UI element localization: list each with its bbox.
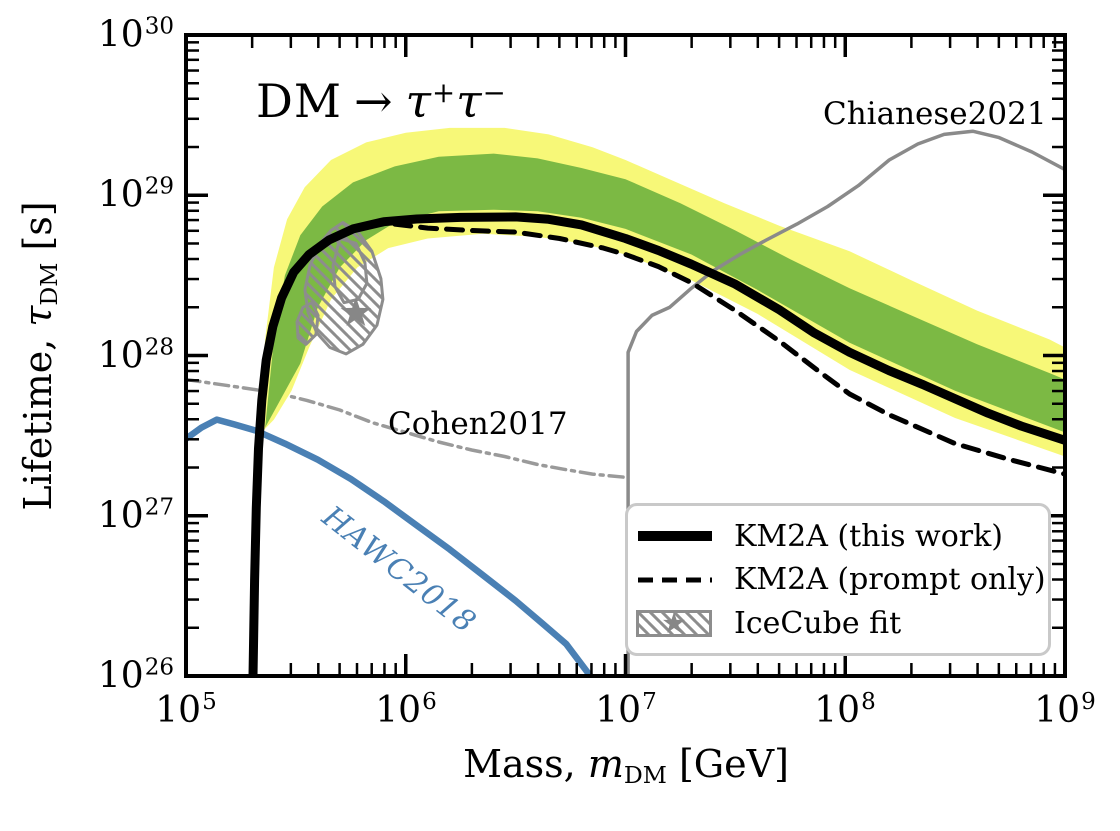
legend-label: KM2A (this work) (734, 518, 1003, 554)
km2a-prompt-curve (392, 221, 1065, 477)
icecube-contour-inner (331, 237, 369, 305)
y-tick-label: 1029 (97, 173, 174, 216)
plot-area (186, 127, 1065, 676)
hatched-region-swatch (636, 609, 714, 637)
x-tick-label: 109 (1034, 689, 1096, 731)
chianese2021-curve (626, 129, 1065, 676)
x-tick-label: 108 (814, 689, 876, 731)
title-tau1: τ (405, 74, 432, 128)
icecube-contour-blob (295, 301, 320, 346)
chianese2021-label: Chianese2021 (823, 96, 1047, 132)
cohen2017-label: Cohen2017 (388, 406, 568, 442)
y-label-subscript: DM (34, 262, 63, 306)
solid-line-swatch (636, 529, 714, 543)
y-tick-label: 1027 (97, 494, 174, 537)
km2a-curve (248, 212, 1065, 676)
x-tick-label: 106 (375, 689, 437, 731)
title-plus: + (431, 75, 457, 109)
star-icon (663, 611, 685, 633)
arrow-glyph: → (353, 74, 394, 128)
x-label-subscript: DM (623, 760, 667, 789)
x-label-suffix: [GeV] (666, 742, 789, 786)
plot-title: DM → τ+τ− (256, 74, 507, 128)
y-tick-label: 1030 (97, 13, 174, 56)
plot-frame (184, 33, 1067, 678)
x-axis-label: Mass, mDM [GeV] (463, 742, 789, 789)
legend-label: IceCube fit (734, 605, 902, 641)
x-tick-label: 107 (595, 689, 657, 731)
x-label-prefix: Mass, (463, 742, 588, 786)
legend-label: KM2A (prompt only) (734, 562, 1046, 597)
dashed-line-swatch (636, 574, 714, 586)
x-label-variable: m (587, 742, 624, 786)
hawc2018-curve (186, 416, 594, 676)
y-tick-label: 1028 (97, 334, 174, 377)
x-tick-label: 105 (155, 689, 217, 731)
icecube-bestfit-star-icon (340, 297, 372, 326)
legend-item-km2a-prompt: KM2A (prompt only) (636, 562, 1046, 597)
title-minus: − (482, 75, 507, 109)
title-tau2: τ (456, 74, 483, 128)
legend-box: KM2A (this work) KM2A (prompt only) IceC… (625, 503, 1051, 656)
legend-item-km2a: KM2A (this work) (636, 519, 1038, 554)
y-label-variable: τ (16, 305, 60, 327)
title-dm: DM (256, 74, 342, 128)
legend-item-icecube: IceCube fit (636, 606, 1038, 641)
y-tick-label: 1026 (97, 654, 174, 697)
1sigma-band (265, 153, 1065, 433)
